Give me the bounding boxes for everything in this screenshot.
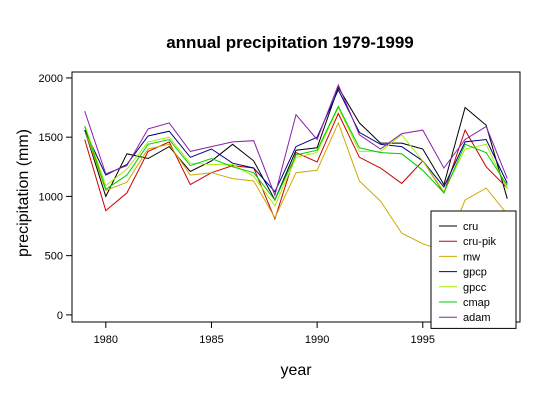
legend-box	[430, 210, 517, 329]
x-axis-label: year	[280, 362, 312, 379]
legend-label-cru-pik: cru-pik	[463, 236, 497, 248]
series-line-gpcp	[84, 88, 508, 193]
series-line-cmap	[84, 105, 508, 201]
x-tick-label-1990: 1990	[305, 334, 329, 346]
y-tick-label-0: 0	[57, 310, 63, 322]
x-tick-label-1995: 1995	[411, 334, 435, 346]
chart-title: annual precipitation 1979-1999	[166, 33, 414, 52]
legend-label-mw: mw	[463, 251, 480, 263]
series-line-gpcc	[84, 106, 508, 207]
y-tick-label-500: 500	[45, 251, 63, 263]
legend-label-gpcc: gpcc	[463, 282, 487, 294]
y-tick-label-2000: 2000	[39, 73, 63, 85]
series-line-adam	[84, 83, 508, 197]
x-tick-label-1980: 1980	[94, 334, 118, 346]
y-axis-label: precipitation (mm)	[15, 129, 32, 257]
legend-label-cmap: cmap	[463, 297, 490, 309]
y-tick-label-1500: 1500	[39, 132, 63, 144]
legend-label-gpcp: gpcp	[463, 267, 487, 279]
legend-label-adam: adam	[463, 312, 491, 324]
plot-frame	[71, 71, 521, 323]
y-tick-label-1000: 1000	[39, 191, 63, 203]
series-line-cru	[84, 86, 508, 202]
x-tick-label-1985: 1985	[199, 334, 223, 346]
legend-label-cru: cru	[463, 221, 478, 233]
